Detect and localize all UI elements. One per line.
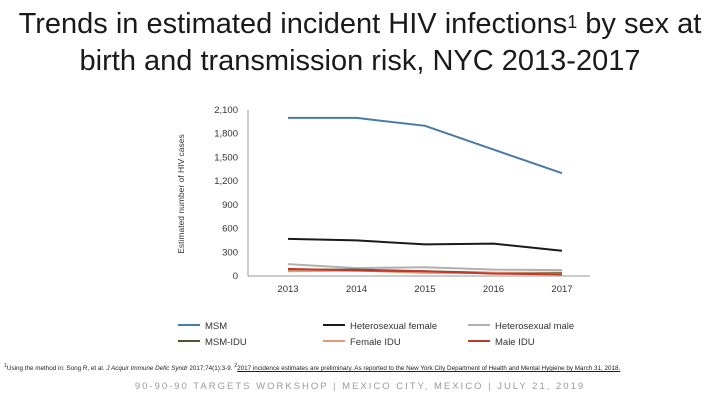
y-tick-label: 1,800: [214, 129, 238, 140]
series-line-heterosexual-female: [287, 237, 563, 252]
legend-label: Female IDU: [350, 337, 401, 348]
series-line-msm: [288, 116, 563, 175]
y-tick-label: 1,500: [214, 152, 238, 163]
x-tick-label: 2013: [277, 284, 298, 295]
series-line-heterosexual-male: [287, 263, 563, 272]
series-line-male-idu: [287, 267, 563, 276]
y-tick-label: 300: [222, 247, 238, 258]
legend-label: Heterosexual female: [350, 321, 437, 332]
title-line-2: birth and transmission risk, NYC 2013-20…: [79, 45, 641, 77]
x-tick-label: 2016: [483, 284, 504, 295]
y-tick-label: 900: [222, 200, 238, 211]
x-tick-label: 2017: [551, 284, 572, 295]
y-axis-title: Estimated number of HIV cases: [176, 134, 186, 254]
y-tick-label: 600: [222, 224, 238, 235]
title-superscript: 1: [567, 12, 578, 32]
slide-title: Trends in estimated incident HIV infecti…: [0, 6, 720, 80]
x-tick-label: 2015: [414, 284, 435, 295]
x-tick-label: 2014: [346, 284, 367, 295]
legend-label: Male IDU: [495, 337, 535, 348]
legend-label: MSM-IDU: [205, 337, 247, 348]
title-line-1: Trends in estimated incident HIV infecti…: [18, 8, 702, 40]
y-tick-label: 0: [233, 271, 238, 282]
legend-label: Heterosexual male: [495, 321, 574, 332]
y-tick-label: 1,200: [214, 176, 238, 187]
workshop-banner: 90-90-90 TARGETS WORKSHOP | MEXICO CITY,…: [134, 381, 586, 392]
footnote: 1Using the method in: Song R, et al. J A…: [4, 363, 621, 373]
y-tick-label: 2,100: [214, 105, 238, 116]
legend-label: MSM: [205, 321, 227, 332]
